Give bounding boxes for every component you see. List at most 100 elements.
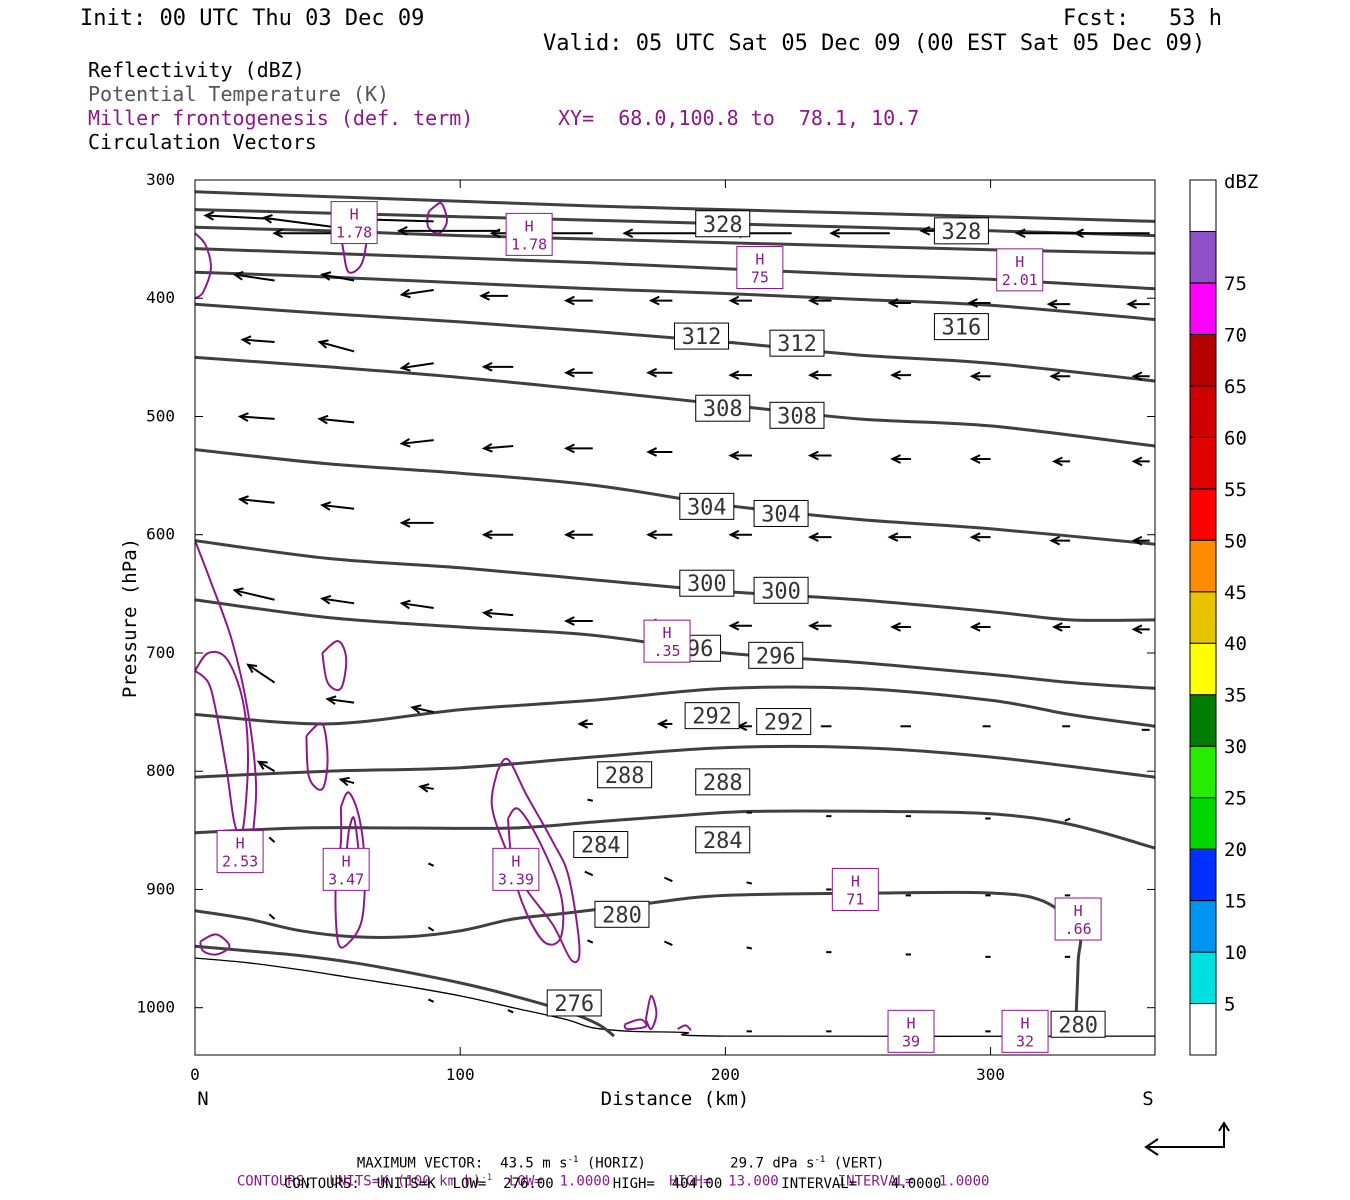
fronto-max-value: 3.39 bbox=[498, 870, 534, 888]
circulation-vector bbox=[481, 529, 514, 540]
colorbar-tick-label: 75 bbox=[1224, 273, 1247, 295]
fronto-max-letter: H bbox=[907, 1014, 916, 1032]
colorbar-tick-label: 50 bbox=[1224, 530, 1247, 552]
fronto-max-value: 3.47 bbox=[328, 870, 364, 888]
circulation-vector bbox=[563, 295, 593, 306]
svg-text:292: 292 bbox=[692, 705, 732, 730]
colorbar-swatch bbox=[1189, 642, 1217, 696]
svg-text:312: 312 bbox=[777, 332, 817, 357]
circulation-vector bbox=[563, 367, 593, 378]
colorbar-swatch bbox=[1189, 230, 1217, 284]
circulation-vector bbox=[1064, 817, 1071, 822]
fronto-contour-1 bbox=[195, 232, 212, 300]
circulation-vector bbox=[890, 454, 912, 464]
fronto-maximum-label: H2.53 bbox=[216, 830, 264, 874]
svg-text:328: 328 bbox=[942, 220, 982, 245]
colorbar-title: dBZ bbox=[1224, 171, 1258, 193]
circulation-vector bbox=[481, 442, 514, 453]
svg-text:304: 304 bbox=[761, 502, 801, 527]
terrain-line bbox=[195, 957, 1155, 1038]
colorbar-tick-label: 60 bbox=[1224, 427, 1247, 449]
x-tick-label: 200 bbox=[711, 1065, 740, 1084]
circulation-vector bbox=[969, 622, 991, 632]
svg-text:308: 308 bbox=[703, 397, 743, 422]
fronto-max-value: 2.53 bbox=[222, 853, 258, 871]
circulation-vector bbox=[648, 295, 673, 306]
fronto-contour-16 bbox=[677, 1024, 692, 1031]
theta-contour-288 bbox=[195, 744, 1155, 779]
circulation-vector bbox=[587, 939, 594, 944]
colorbar-swatch bbox=[1189, 282, 1217, 335]
theta-contour-292 bbox=[195, 685, 1155, 728]
fronto-max-letter: H bbox=[851, 872, 860, 890]
fronto-maximum-label: H71 bbox=[831, 867, 879, 911]
circulation-vector bbox=[728, 450, 752, 461]
colorbar: 5 10 15 20 25 30 35 40 45 50 55 60 65 70 75 dBZ bbox=[1189, 171, 1258, 1056]
fronto-contour-14 bbox=[623, 1018, 648, 1031]
circulation-vector bbox=[1014, 228, 1084, 239]
colorbar-tick-label: 70 bbox=[1224, 324, 1247, 346]
circulation-vector bbox=[320, 501, 355, 511]
reference-vector-icon bbox=[1144, 1121, 1230, 1156]
circulation-vector bbox=[736, 721, 752, 732]
circulation-vector bbox=[1126, 299, 1150, 309]
svg-text:292: 292 bbox=[764, 711, 804, 736]
circulation-vector bbox=[807, 450, 832, 461]
circulation-vector bbox=[887, 532, 912, 542]
circulation-vector bbox=[268, 836, 276, 843]
colorbar-swatch bbox=[1189, 436, 1217, 490]
colorbar-tick-label: 40 bbox=[1224, 633, 1247, 655]
fronto-maximum-label: H3.47 bbox=[322, 847, 370, 891]
theta-contour-label: 312 bbox=[674, 322, 730, 350]
circulation-vector bbox=[967, 298, 991, 308]
circulation-vector bbox=[479, 291, 508, 301]
theta-contour-label: 292 bbox=[684, 702, 740, 730]
fronto-maximum-label: H3.39 bbox=[492, 847, 540, 891]
axes: 300 400 500 600 700 800 900 1000 0 100 200 300 bbox=[136, 170, 1155, 1084]
theta-contour-312 bbox=[195, 302, 1155, 383]
svg-text:300: 300 bbox=[761, 579, 801, 604]
theta-contour-label: 296 bbox=[748, 641, 804, 669]
max-vector-vert: 29.7 dPa s bbox=[730, 1155, 815, 1172]
circulation-vector bbox=[663, 876, 673, 883]
fronto-maximum-label: H.66 bbox=[1054, 897, 1102, 941]
theta-contour-label: 304 bbox=[679, 492, 735, 520]
circulation-vector bbox=[746, 946, 753, 950]
circulation-vector bbox=[1073, 228, 1150, 239]
y-tick-label: 900 bbox=[146, 879, 175, 898]
circulation-vector bbox=[507, 1009, 514, 1014]
y-tick-label: 400 bbox=[146, 288, 175, 307]
x-axis-label: Distance (km) bbox=[601, 1088, 750, 1110]
theta-contour-label: 304 bbox=[753, 499, 809, 527]
cross-section-endpoints: XY= 68.0,100.8 to 78.1, 10.7 bbox=[558, 106, 920, 130]
circulation-vector bbox=[969, 371, 991, 382]
theta-contour-label: 316 bbox=[933, 313, 989, 341]
circulation-vector bbox=[563, 529, 593, 540]
svg-text:280: 280 bbox=[1058, 1013, 1098, 1038]
circulation-vector bbox=[317, 339, 355, 353]
circulation-vector bbox=[1046, 299, 1071, 309]
circulation-vector bbox=[890, 370, 912, 380]
colorbar-swatch bbox=[1189, 951, 1217, 1005]
colorbar-tick-label: 20 bbox=[1224, 839, 1247, 861]
colorbar-swatch bbox=[1189, 591, 1217, 644]
circulation-vector bbox=[1131, 371, 1150, 382]
circulation-vector bbox=[646, 529, 673, 540]
x-axis-north-label: N bbox=[197, 1088, 208, 1110]
y-tick-label: 1000 bbox=[136, 998, 175, 1017]
colorbar-swatch bbox=[1189, 1003, 1217, 1056]
circulation-vector bbox=[399, 362, 434, 372]
circulation-vector bbox=[807, 620, 832, 631]
circulation-vector bbox=[1049, 535, 1071, 546]
init-time: Init: 00 UTC Thu 03 Dec 09 bbox=[80, 6, 425, 31]
circulation-vector bbox=[320, 594, 355, 605]
circulation-vector bbox=[325, 695, 355, 705]
x-tick-label: 0 bbox=[190, 1065, 200, 1084]
circulation-vector bbox=[1049, 371, 1071, 382]
svg-text:328: 328 bbox=[703, 213, 743, 238]
theta-contour-label: 280 bbox=[594, 900, 650, 928]
theta-contour-label: 308 bbox=[695, 394, 751, 422]
circulation-vector bbox=[427, 926, 435, 932]
circulation-vector bbox=[890, 622, 912, 632]
circulation-vector bbox=[232, 270, 275, 282]
